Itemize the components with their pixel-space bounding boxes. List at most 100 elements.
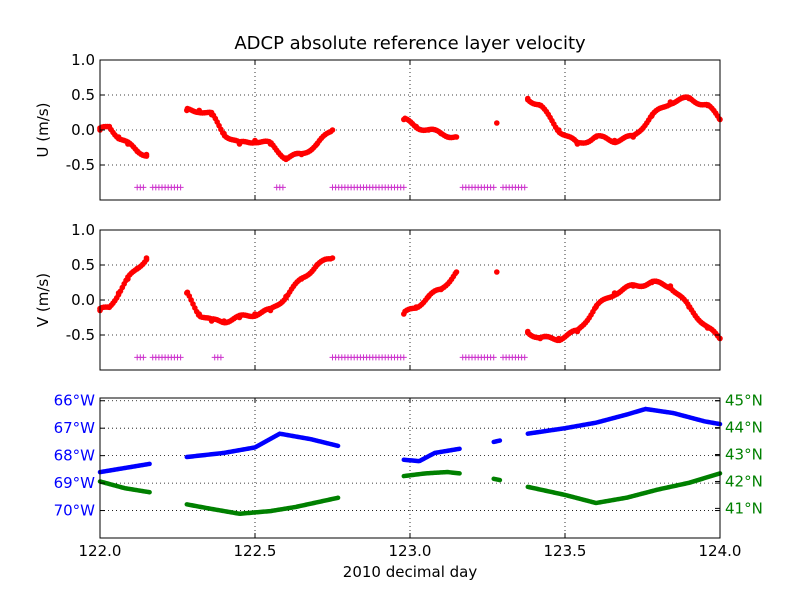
flag-marker xyxy=(400,184,407,191)
data-point xyxy=(574,141,581,147)
y2-tick-label: 41°N xyxy=(725,499,763,517)
data-point xyxy=(221,318,227,324)
data-point xyxy=(686,95,692,102)
latitude-track xyxy=(184,495,341,516)
y-tick-label: -0.5 xyxy=(66,156,95,174)
data-point xyxy=(611,137,618,144)
flag-marker xyxy=(521,184,528,191)
data-point xyxy=(184,290,190,296)
y-tick-label: 69°W xyxy=(54,474,96,492)
flag-marker xyxy=(177,354,184,361)
data-point xyxy=(401,311,407,317)
latitude-track xyxy=(525,471,723,506)
data-point xyxy=(298,276,305,282)
data-point xyxy=(106,304,113,310)
data-point xyxy=(283,293,289,300)
data-point xyxy=(649,113,655,119)
y2-tick-label: 44°N xyxy=(725,419,763,437)
data-point xyxy=(143,151,150,158)
flag-marker xyxy=(400,354,407,361)
y-tick-label: 1.0 xyxy=(71,221,95,239)
data-point xyxy=(453,269,460,275)
data-point xyxy=(221,130,227,137)
data-point xyxy=(667,283,674,289)
data-point xyxy=(525,328,531,335)
x-tick-label: 123.5 xyxy=(544,542,587,560)
x-tick-label: 122.0 xyxy=(79,542,122,560)
data-point xyxy=(329,127,336,133)
data-point xyxy=(252,137,258,144)
data-point xyxy=(425,127,432,133)
data-point xyxy=(525,95,531,102)
panel-v: 1.0 0.5 0.0 -0.5 V (m/s) xyxy=(34,221,723,371)
data-point xyxy=(704,325,711,331)
longitude-track xyxy=(525,406,723,436)
data-point xyxy=(649,279,655,286)
y2-tick-label: 42°N xyxy=(725,472,763,490)
data-point xyxy=(106,123,113,130)
y-axis-label: V (m/s) xyxy=(34,273,52,327)
data-point xyxy=(143,255,150,261)
longitude-track xyxy=(491,438,503,445)
y-tick-label: 0.5 xyxy=(71,86,95,104)
panel-u: 1.0 0.5 0.0 -0.5 U (m/s) xyxy=(34,51,723,201)
data-point xyxy=(556,127,562,133)
y2-tick-label: 43°N xyxy=(725,446,763,464)
longitude-track xyxy=(97,461,152,475)
data-point xyxy=(267,307,274,314)
data-point xyxy=(236,314,243,321)
longitude-track xyxy=(184,431,341,460)
y-tick-label: 67°W xyxy=(54,419,96,437)
data-point xyxy=(208,318,215,324)
y-tick-label: -0.5 xyxy=(66,326,95,344)
data-point xyxy=(115,290,122,296)
latitude-track xyxy=(401,469,462,479)
flag-marker xyxy=(140,184,147,191)
data-point xyxy=(115,134,122,140)
y-tick-label: 0.0 xyxy=(71,291,95,309)
data-point xyxy=(413,123,420,130)
data-point xyxy=(494,269,500,275)
y-tick-label: 66°W xyxy=(54,392,96,410)
y-tick-label: 68°W xyxy=(54,447,96,465)
data-point xyxy=(314,141,320,147)
panel-pos: 66°W 67°W 68°W 69°W 70°W 45°N 44°N 43°N 42°N 41°N… xyxy=(54,392,763,560)
data-point xyxy=(537,335,543,342)
x-tick-label: 123.0 xyxy=(389,542,432,560)
data-point xyxy=(196,107,202,114)
data-point xyxy=(314,262,320,268)
x-tick-label: 124.0 xyxy=(699,542,742,560)
data-point xyxy=(453,134,460,140)
y-tick-label: 1.0 xyxy=(71,51,95,69)
chart-title: ADCP absolute reference layer velocity xyxy=(234,33,586,54)
latitude-track xyxy=(491,476,503,483)
flag-marker xyxy=(490,354,497,361)
data-point xyxy=(252,311,258,317)
data-point xyxy=(208,111,215,118)
data-point xyxy=(425,293,432,300)
flag-marker xyxy=(521,354,528,361)
data-point xyxy=(667,99,674,105)
y-tick-label: 0.5 xyxy=(71,256,95,274)
y2-tick-label: 45°N xyxy=(725,392,763,410)
flag-marker xyxy=(490,184,497,191)
y-tick-label: 70°W xyxy=(54,502,96,520)
data-point xyxy=(593,304,599,310)
data-point xyxy=(401,116,407,123)
data-point xyxy=(283,155,289,161)
panels: 1.0 0.5 0.0 -0.5 U (m/s) 1.0 0.5 0.0 -0.5 V (m/s)… xyxy=(34,51,763,560)
data-point xyxy=(196,311,202,317)
y-axis-label: U (m/s) xyxy=(34,103,52,158)
x-axis-label: 2010 decimal day xyxy=(343,563,478,581)
data-point xyxy=(125,141,131,147)
data-point xyxy=(329,255,336,261)
flag-marker xyxy=(177,184,184,191)
data-point xyxy=(413,304,420,310)
data-point xyxy=(184,107,190,114)
data-point xyxy=(704,102,711,109)
flag-marker xyxy=(140,354,147,361)
data-point xyxy=(593,134,599,140)
data-point xyxy=(438,130,444,137)
data-point xyxy=(537,102,543,109)
